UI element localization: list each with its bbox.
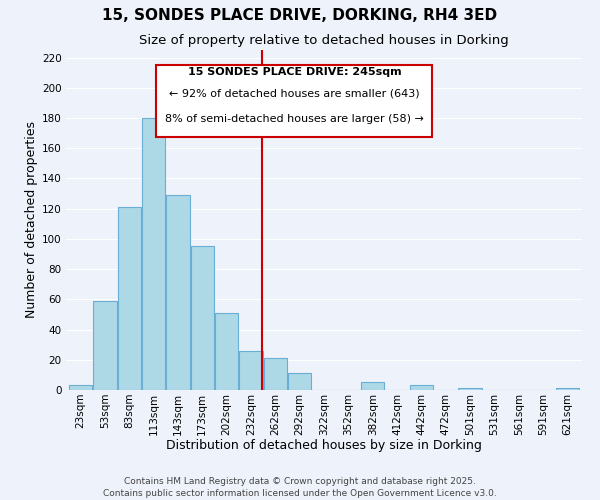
Bar: [191, 246, 214, 390]
Bar: [288, 374, 311, 390]
Text: ← 92% of detached houses are smaller (643): ← 92% of detached houses are smaller (64…: [169, 89, 419, 99]
Bar: [142, 118, 165, 390]
Bar: [118, 207, 141, 390]
Text: 15, SONDES PLACE DRIVE, DORKING, RH4 3ED: 15, SONDES PLACE DRIVE, DORKING, RH4 3ED: [103, 8, 497, 22]
Bar: [69, 386, 92, 390]
Bar: [556, 388, 579, 390]
Bar: [215, 313, 238, 390]
X-axis label: Distribution of detached houses by size in Dorking: Distribution of detached houses by size …: [166, 439, 482, 452]
Title: Size of property relative to detached houses in Dorking: Size of property relative to detached ho…: [139, 34, 509, 48]
Bar: [410, 386, 433, 390]
Bar: [166, 195, 190, 390]
FancyBboxPatch shape: [156, 66, 433, 136]
Text: 8% of semi-detached houses are larger (58) →: 8% of semi-detached houses are larger (5…: [165, 114, 424, 124]
Bar: [458, 388, 482, 390]
Text: Contains HM Land Registry data © Crown copyright and database right 2025.
Contai: Contains HM Land Registry data © Crown c…: [103, 476, 497, 498]
Bar: [361, 382, 384, 390]
Bar: [239, 350, 263, 390]
Text: 15 SONDES PLACE DRIVE: 245sqm: 15 SONDES PLACE DRIVE: 245sqm: [188, 67, 401, 77]
Y-axis label: Number of detached properties: Number of detached properties: [25, 122, 38, 318]
Bar: [94, 301, 116, 390]
Bar: [264, 358, 287, 390]
